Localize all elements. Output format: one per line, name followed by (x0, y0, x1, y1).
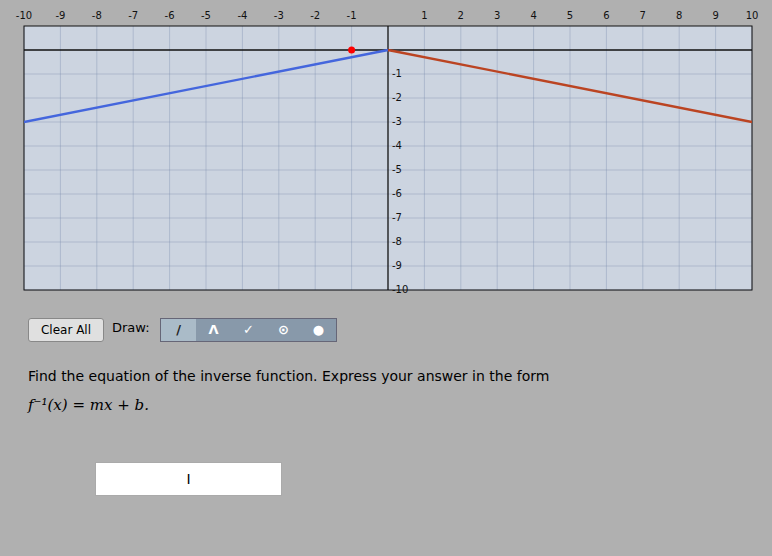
formula: f⁻¹(x) = mx + b. (28, 396, 149, 414)
grid-line (351, 26, 352, 290)
draw-tools: /Λ✓⊙● (160, 318, 337, 342)
y-tick-label: -4 (392, 140, 402, 151)
grid-line (679, 26, 680, 290)
x-tick-label: -1 (347, 10, 357, 21)
x-tick-label: 6 (603, 10, 609, 21)
grid-line (169, 26, 170, 290)
x-tick-label: -3 (274, 10, 284, 21)
y-tick-label: -10 (392, 284, 408, 295)
x-tick-label: 9 (712, 10, 718, 21)
draw-tool[interactable]: ● (301, 319, 336, 341)
draw-tool[interactable]: ⊙ (266, 319, 301, 341)
grid-line (715, 26, 716, 290)
x-tick-label: -6 (165, 10, 175, 21)
x-tick-label: 3 (494, 10, 500, 21)
grid-line (570, 26, 571, 290)
draw-tool[interactable]: Λ (196, 319, 231, 341)
y-tick-label: -1 (392, 68, 402, 79)
line (388, 50, 752, 122)
y-tick-label: -8 (392, 236, 402, 247)
clear-all-button[interactable]: Clear All (28, 318, 104, 342)
y-tick-label: -2 (392, 92, 402, 103)
x-tick-label: 8 (676, 10, 682, 21)
x-tick-label: -2 (310, 10, 320, 21)
x-tick-label: 4 (530, 10, 536, 21)
draw-tool[interactable]: / (161, 319, 196, 341)
point (348, 47, 355, 54)
answer-input[interactable]: I (95, 462, 282, 496)
line (24, 50, 388, 122)
grid-line (278, 26, 279, 290)
grid-line (242, 26, 243, 290)
grid-line (96, 26, 97, 290)
y-tick-label: -3 (392, 116, 402, 127)
draw-label: Draw: (112, 320, 150, 335)
x-tick-label: -4 (237, 10, 247, 21)
grid-line (133, 26, 134, 290)
x-tick-label: 1 (421, 10, 427, 21)
grid-line (533, 26, 534, 290)
data-group (24, 47, 752, 123)
grid-line (642, 26, 643, 290)
x-tick-label: -10 (16, 10, 32, 21)
y-tick-label: -9 (392, 260, 402, 271)
plot-background (24, 26, 752, 290)
y-tick-label: -5 (392, 164, 402, 175)
question-text: Find the equation of the inverse functio… (28, 368, 549, 384)
x-tick-label: 7 (640, 10, 646, 21)
y-tick-label: -6 (392, 188, 402, 199)
chart: -10 -9 -8 -7 -6 -5 -4 -3 -2 -1 1 2 3 4 5 6 7 8 9 10 -10 -9 -8 -… (0, 0, 772, 300)
x-tick-label: 5 (567, 10, 573, 21)
grid-line (60, 26, 61, 290)
grid-line (424, 26, 425, 290)
x-tick-label: -9 (55, 10, 65, 21)
grid-line (606, 26, 607, 290)
x-tick-label: -5 (201, 10, 211, 21)
y-axis-line (387, 26, 388, 290)
draw-tool[interactable]: ✓ (231, 319, 266, 341)
x-tick-label: 10 (746, 10, 759, 21)
grid-line (497, 26, 498, 290)
grid-line (206, 26, 207, 290)
x-tick-label: 2 (458, 10, 464, 21)
x-tick-label: -8 (92, 10, 102, 21)
x-tick-label: -7 (128, 10, 138, 21)
plot-frame (24, 26, 752, 290)
y-tick-label: -7 (392, 212, 402, 223)
